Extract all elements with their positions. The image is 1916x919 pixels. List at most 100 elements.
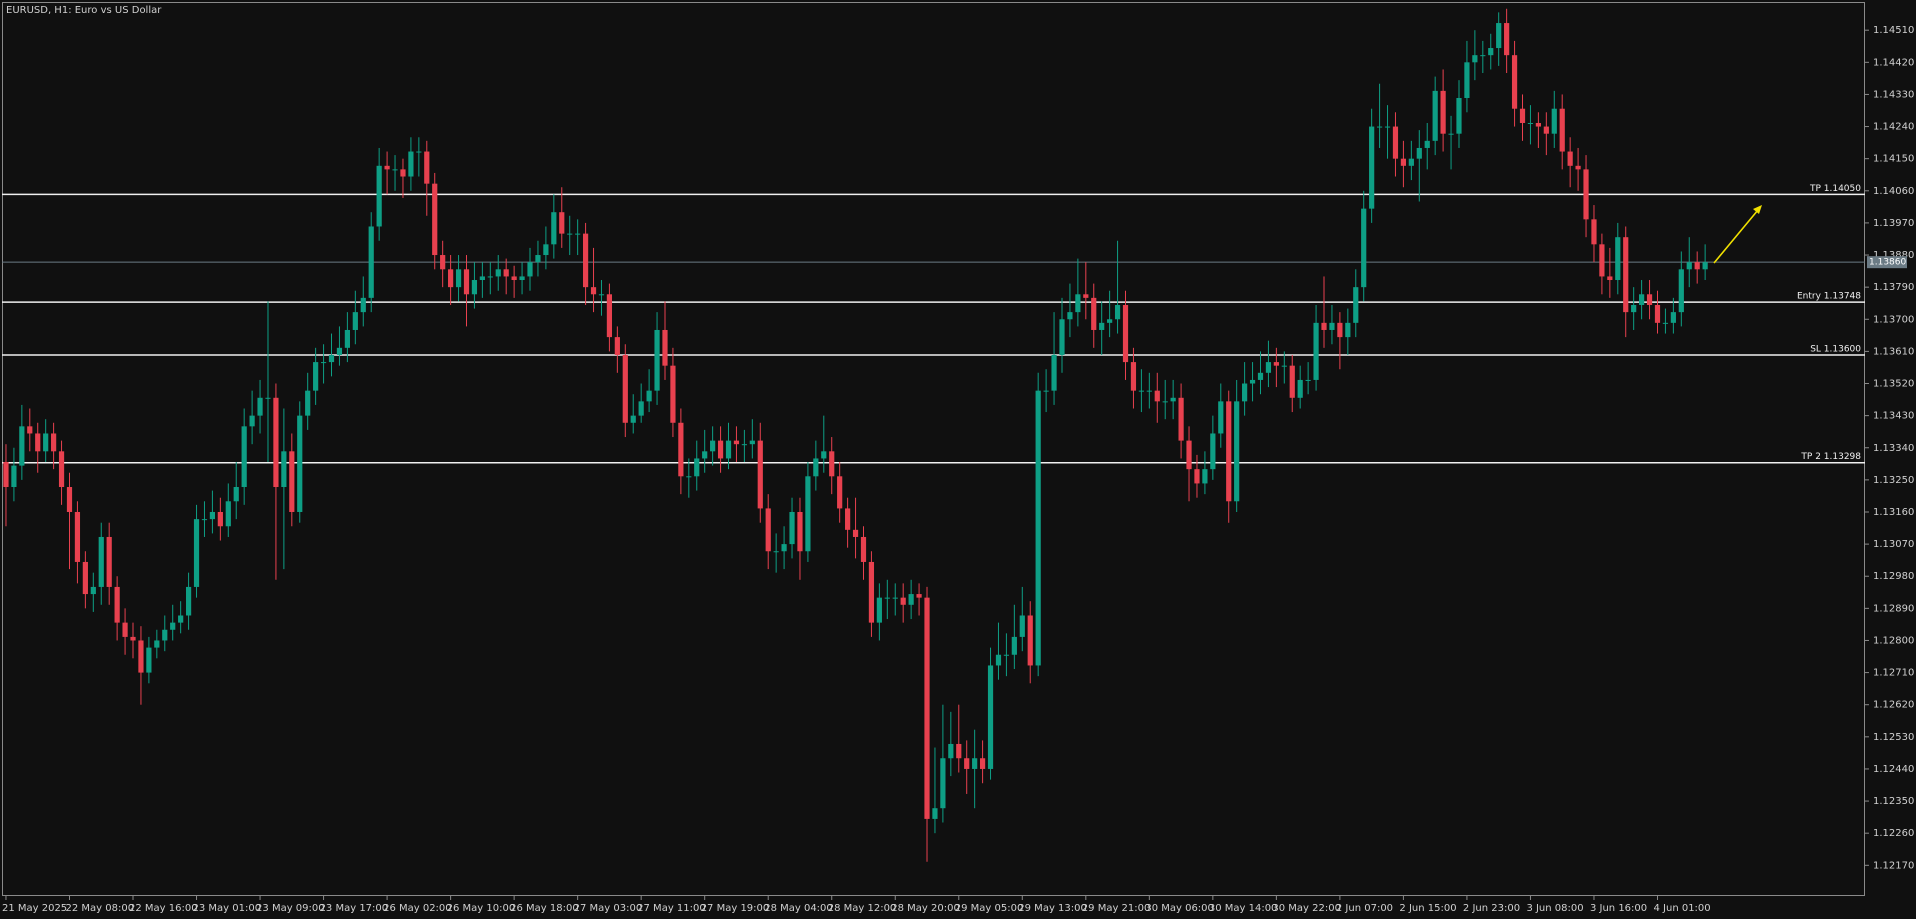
candle-body bbox=[741, 444, 747, 446]
candle-body bbox=[1559, 108, 1565, 152]
y-tick-label: 1.14060 bbox=[1873, 186, 1914, 197]
candle-body bbox=[1678, 269, 1684, 313]
candle-body bbox=[646, 390, 652, 402]
candle-body bbox=[3, 462, 9, 488]
candle-body bbox=[995, 654, 1002, 666]
candle-body bbox=[916, 594, 922, 598]
candle-body bbox=[622, 354, 628, 423]
candle-body bbox=[1186, 440, 1192, 470]
y-tick-label: 1.13430 bbox=[1873, 411, 1914, 422]
y-tick-label: 1.12260 bbox=[1873, 828, 1914, 839]
candle-body bbox=[956, 743, 962, 759]
arrow-head bbox=[1753, 205, 1762, 214]
x-tick-label: 22 May 16:00 bbox=[129, 903, 198, 914]
candle-body bbox=[1631, 304, 1637, 313]
candle-body bbox=[614, 337, 620, 355]
candle-body bbox=[1289, 365, 1295, 398]
candle-body bbox=[606, 294, 613, 338]
candle-body bbox=[1504, 23, 1510, 56]
x-tick-label: 29 May 21:00 bbox=[1082, 903, 1151, 914]
candle-body bbox=[1043, 390, 1049, 392]
candle-body bbox=[1448, 133, 1454, 135]
y-tick-label: 1.13340 bbox=[1873, 443, 1914, 454]
candle-body bbox=[1011, 636, 1017, 655]
candle-body bbox=[1424, 140, 1430, 148]
candle-body bbox=[694, 458, 700, 477]
candle-body bbox=[868, 561, 875, 623]
candle-body bbox=[710, 440, 716, 452]
candle-body bbox=[209, 511, 216, 520]
y-tick-label: 1.12350 bbox=[1873, 796, 1914, 807]
direction-arrow bbox=[1713, 209, 1759, 264]
candle-body bbox=[1432, 90, 1438, 141]
candle-body bbox=[58, 451, 65, 488]
x-tick-label: 22 May 08:00 bbox=[65, 903, 134, 914]
candle-body bbox=[1599, 244, 1605, 277]
candle-body bbox=[1281, 365, 1287, 367]
candle-body bbox=[281, 451, 287, 488]
candle-body bbox=[590, 287, 597, 295]
x-tick-label: 3 Jun 08:00 bbox=[1526, 903, 1583, 914]
candle-body bbox=[1178, 397, 1184, 441]
x-tick-label: 30 May 14:00 bbox=[1209, 903, 1278, 914]
candle-body bbox=[567, 233, 573, 235]
candle-body bbox=[1051, 354, 1057, 391]
candle-body bbox=[257, 397, 263, 416]
candle-body bbox=[178, 615, 184, 623]
candle-body bbox=[217, 511, 223, 527]
candle-body bbox=[725, 440, 732, 459]
candle-body bbox=[43, 433, 49, 452]
candle-body bbox=[471, 280, 478, 295]
candle-body bbox=[813, 458, 819, 477]
candle-body bbox=[972, 758, 978, 769]
candle-body bbox=[384, 165, 390, 170]
candle-body bbox=[1114, 304, 1121, 320]
candle-body bbox=[1297, 379, 1303, 398]
y-tick-label: 1.14150 bbox=[1873, 154, 1914, 165]
candle-body bbox=[686, 476, 692, 478]
candle-body bbox=[90, 586, 96, 595]
y-tick-label: 1.13250 bbox=[1873, 475, 1914, 486]
candle-body bbox=[1615, 237, 1621, 281]
candle-body bbox=[860, 536, 867, 562]
candle-body bbox=[320, 362, 327, 364]
candle-body bbox=[1591, 219, 1597, 245]
candle-body bbox=[233, 487, 239, 502]
candle-body bbox=[1607, 276, 1613, 281]
candle-body bbox=[511, 276, 517, 281]
candle-body bbox=[416, 151, 422, 153]
candle-body bbox=[1535, 122, 1541, 127]
candle-body bbox=[122, 622, 128, 637]
candle-body bbox=[1384, 126, 1391, 128]
level-label: TP 2 1.13298 bbox=[1800, 452, 1861, 462]
y-tick-label: 1.13070 bbox=[1873, 539, 1914, 550]
x-tick-label: 30 May 22:00 bbox=[1272, 903, 1341, 914]
candle-body bbox=[1321, 322, 1327, 330]
x-tick-label: 3 Jun 16:00 bbox=[1590, 903, 1647, 914]
x-tick-label: 27 May 11:00 bbox=[637, 903, 706, 914]
x-tick-label: 30 May 06:00 bbox=[1145, 903, 1214, 914]
candle-body bbox=[328, 354, 335, 363]
candle-body bbox=[1480, 55, 1486, 57]
candle-body bbox=[702, 451, 708, 459]
candle-body bbox=[1329, 322, 1335, 330]
candle-body bbox=[932, 808, 938, 819]
candle-body bbox=[979, 758, 986, 769]
candle-body bbox=[1670, 312, 1676, 323]
candle-body bbox=[987, 665, 994, 769]
candle-body bbox=[170, 622, 176, 630]
candle-body bbox=[495, 269, 501, 277]
candle-body bbox=[225, 501, 231, 527]
y-tick-label: 1.12890 bbox=[1873, 603, 1914, 614]
candle-body bbox=[582, 233, 589, 288]
candle-body bbox=[892, 597, 898, 599]
candle-body bbox=[924, 597, 930, 819]
x-tick-label: 28 May 04:00 bbox=[764, 903, 833, 914]
candle-body bbox=[527, 262, 533, 277]
candle-body bbox=[1202, 469, 1208, 484]
candle-body bbox=[400, 169, 406, 177]
price-tag-label: 1.13860 bbox=[1869, 258, 1906, 268]
candle-body bbox=[1551, 108, 1557, 134]
candle-body bbox=[114, 586, 120, 623]
x-tick-label: 23 May 09:00 bbox=[256, 903, 325, 914]
